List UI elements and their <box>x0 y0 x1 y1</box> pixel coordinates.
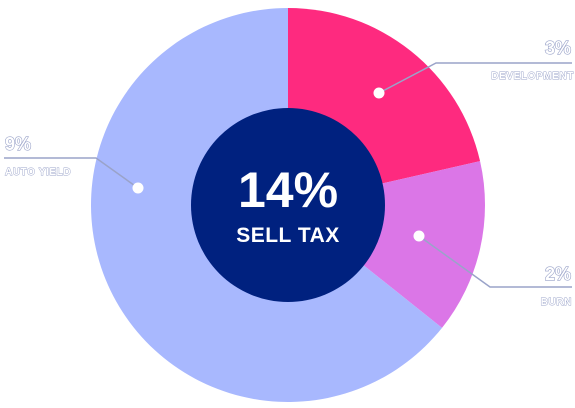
slice-value-burn: 2% <box>545 264 571 284</box>
slice-value-auto-yield: 9% <box>5 134 31 154</box>
leader-line-burn <box>418 235 572 288</box>
leader-line-development <box>378 62 572 94</box>
callout-auto-yield: 9% AUTO YIELD <box>4 133 144 194</box>
slice-label-auto-yield: AUTO YIELD <box>5 167 71 178</box>
center-percentage: 14% <box>238 162 338 218</box>
center-disc <box>191 108 385 302</box>
callout-burn: 2% BURN <box>413 230 572 308</box>
marker-dot-burn <box>413 230 425 242</box>
center-label: SELL TAX <box>236 224 340 247</box>
slice-value-development: 3% <box>545 38 571 58</box>
slice-label-burn: BURN <box>541 297 572 308</box>
marker-dot-auto-yield <box>132 182 144 194</box>
callout-development: 3% DEVELOPMENT <box>373 37 574 99</box>
slice-label-development: DEVELOPMENT <box>491 71 574 82</box>
marker-dot-development <box>373 87 385 99</box>
leader-line-auto-yield <box>4 157 139 189</box>
